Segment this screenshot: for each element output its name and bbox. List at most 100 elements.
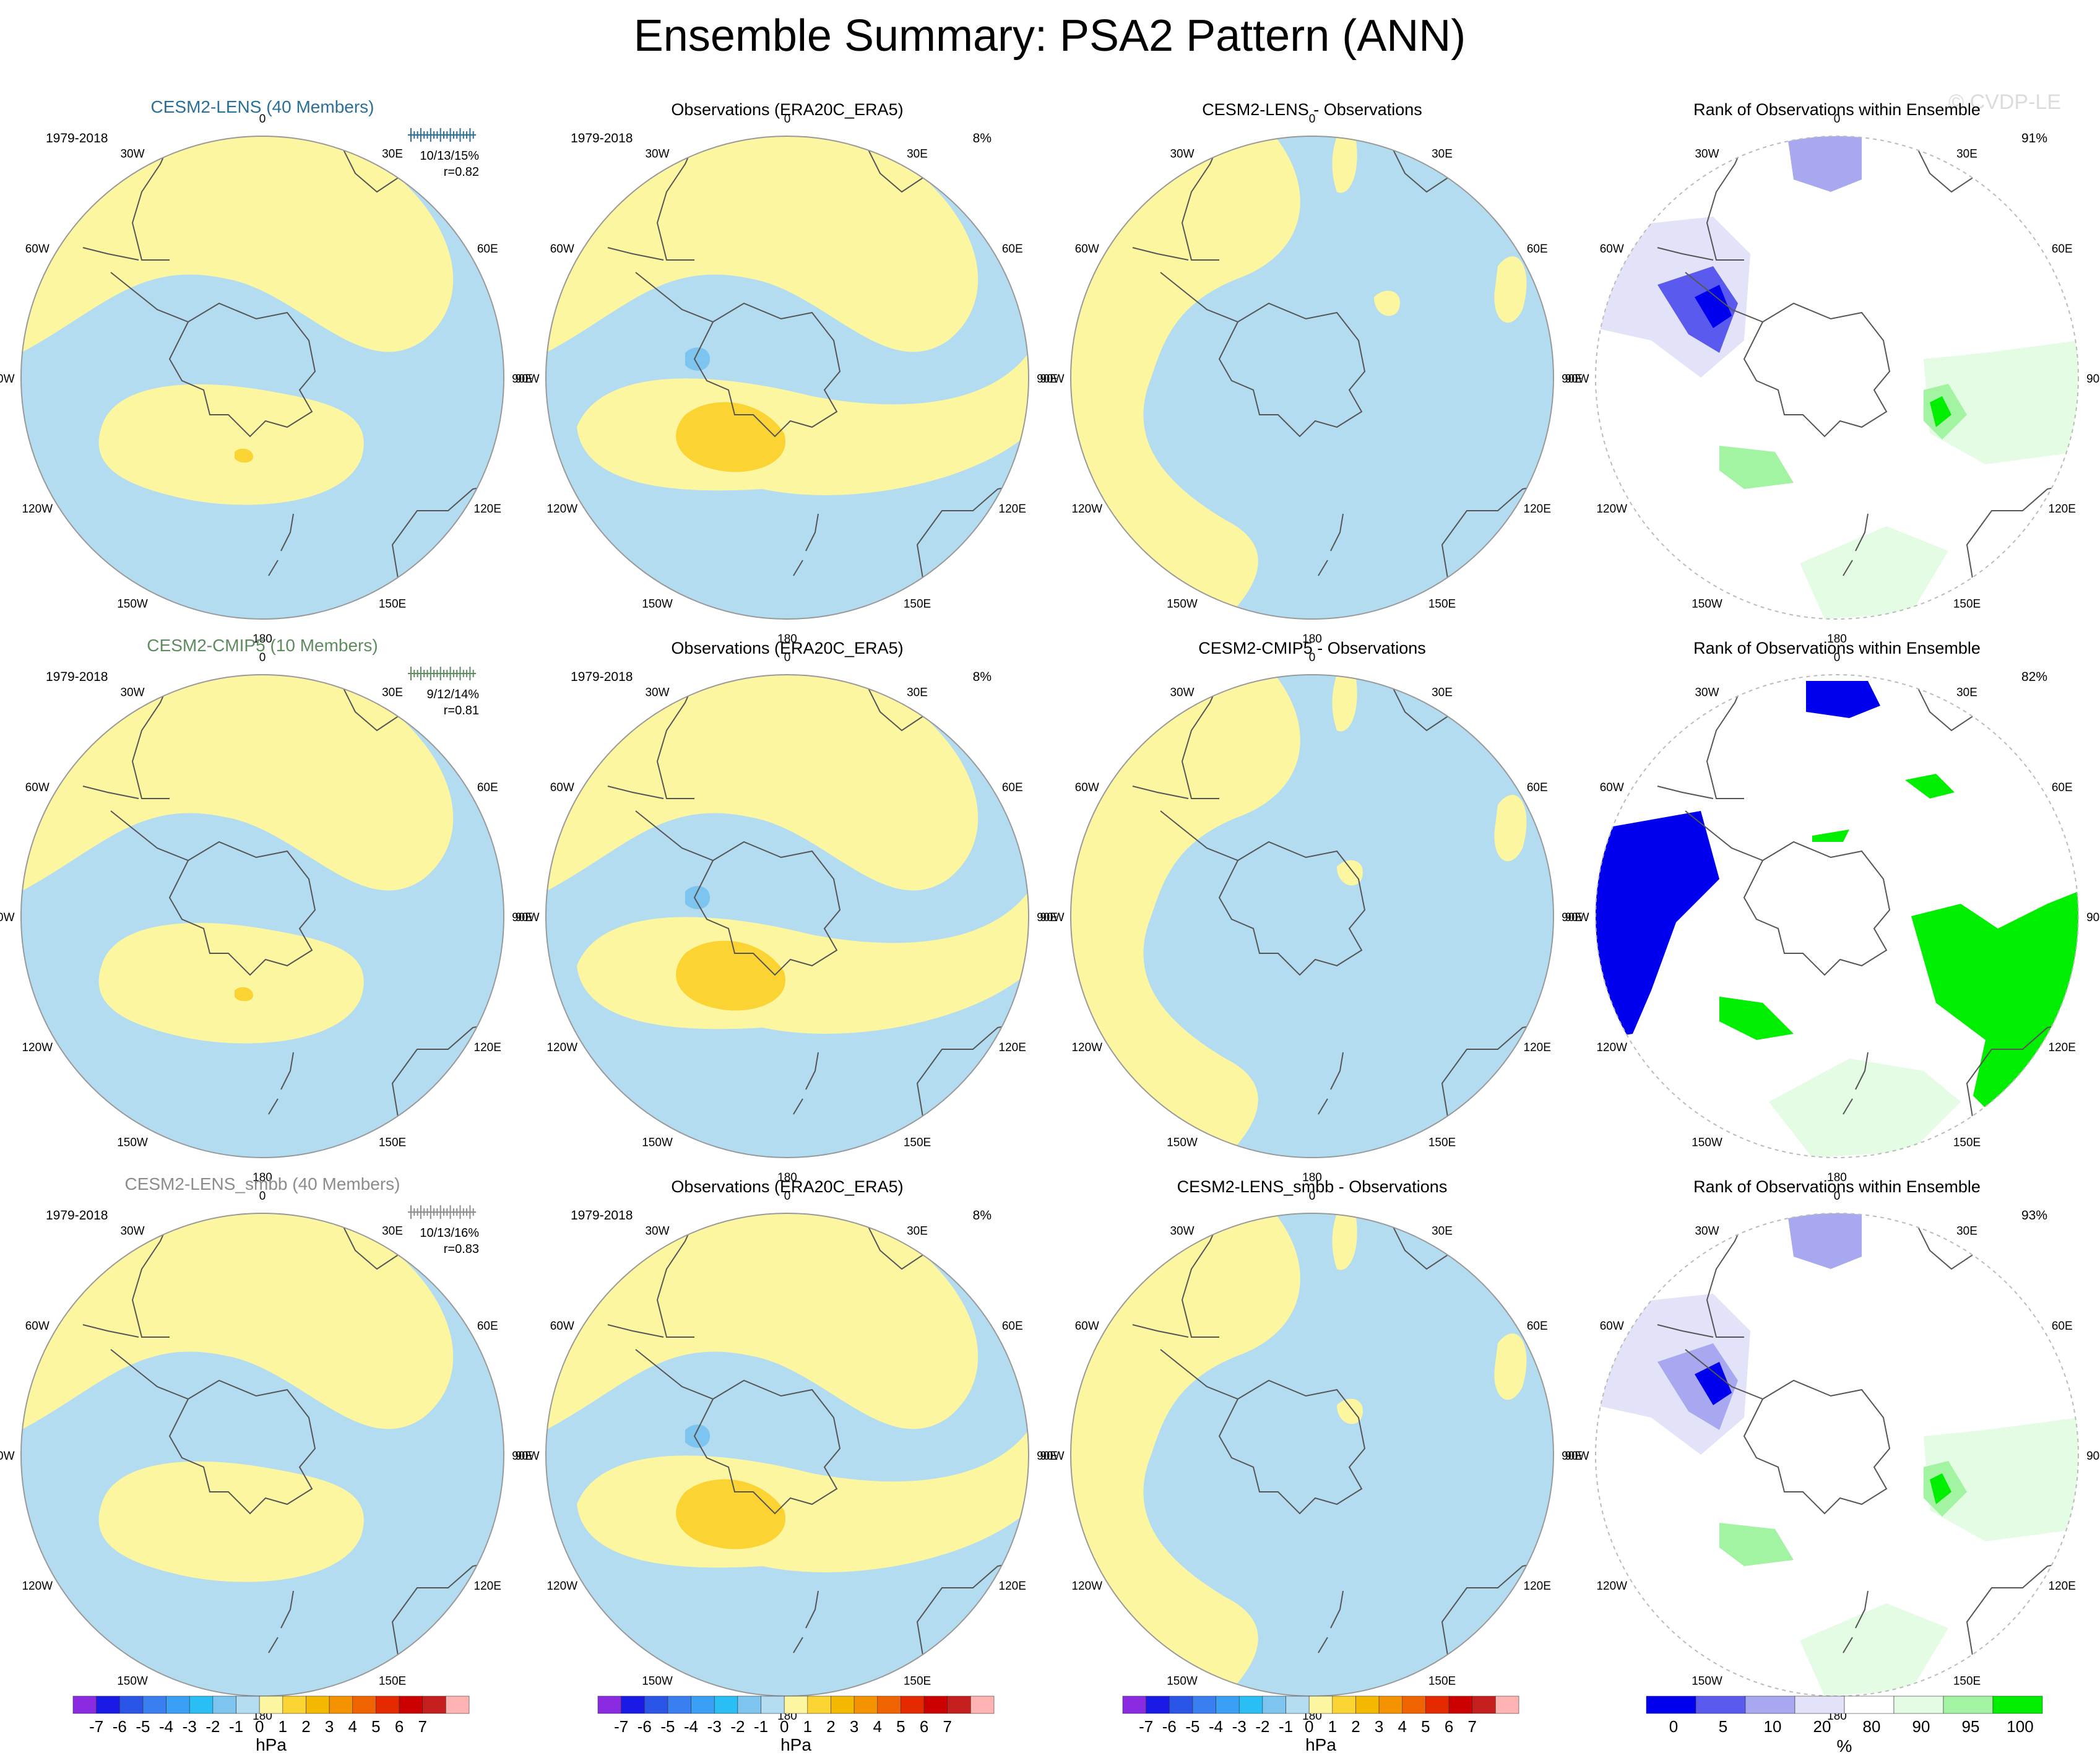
colorbar-tick-label: 0 — [780, 1717, 789, 1736]
strong-negative-anomaly-region — [685, 347, 710, 371]
longitude-label: 120W — [547, 1580, 577, 1593]
colorbar-swatch — [329, 1696, 353, 1714]
colorbar-swatch — [142, 1696, 166, 1714]
longitude-label: 90E — [1562, 911, 1583, 924]
longitude-label: 90W — [515, 373, 539, 386]
longitude-label: 60W — [550, 781, 574, 794]
longitude-label: 60W — [25, 1320, 50, 1333]
longitude-label: 150E — [904, 598, 931, 611]
longitude-label: 60E — [1527, 1320, 1548, 1333]
longitude-label: 30E — [1956, 686, 1977, 699]
map-field — [1596, 675, 2078, 1158]
longitude-label: 120E — [999, 503, 1026, 516]
member-tick-strip — [408, 667, 476, 680]
longitude-label: 0 — [1309, 1190, 1316, 1203]
colorbar-tick-label: 80 — [1863, 1717, 1881, 1736]
colorbar-tick-label: 0 — [1669, 1717, 1678, 1736]
colorbar-swatch — [1646, 1696, 1696, 1714]
longitude-label: 150W — [642, 1137, 673, 1150]
colorbar-swatch — [96, 1696, 120, 1714]
colorbar-tick-label: 1 — [1328, 1717, 1337, 1736]
longitude-label: 120E — [474, 503, 501, 516]
colorbar-tick-label: 0 — [255, 1717, 264, 1736]
longitude-label: 60E — [2052, 243, 2073, 256]
longitude-label: 120W — [22, 1580, 53, 1593]
colorbar-tick-label: 3 — [850, 1717, 858, 1736]
longitude-label: 30W — [120, 686, 144, 699]
longitude-label: 150E — [1428, 1675, 1456, 1688]
positive-anomaly-region — [1337, 860, 1363, 886]
longitude-label: 30W — [1170, 1224, 1194, 1237]
rank-high-region — [1719, 446, 1794, 489]
period-label: 1979-2018 — [46, 670, 108, 684]
longitude-label: 0 — [1834, 651, 1841, 664]
period-label: 1979-2018 — [571, 131, 633, 145]
rank-title: Rank of Observations within Ensemble — [1693, 1177, 1981, 1196]
colorbar-swatch — [282, 1696, 306, 1714]
longitude-label: 30E — [1432, 147, 1453, 160]
longitude-label: 90E — [1037, 373, 1058, 386]
longitude-label: 60E — [477, 781, 498, 794]
colorbar-swatch — [761, 1696, 785, 1714]
colorbar-tick-label: 10 — [1764, 1717, 1782, 1736]
longitude-label: 0 — [1834, 1190, 1841, 1203]
longitude-label: 150E — [379, 598, 406, 611]
map-panel: 030E60E90E120E150E180150W120W90W60W30WCE… — [1040, 1177, 1582, 1723]
longitude-label: 30E — [1432, 1224, 1453, 1237]
colorbar-tick-label: -1 — [229, 1717, 243, 1736]
longitude-label: 150E — [1953, 1675, 1981, 1688]
colorbar-tick-label: 3 — [325, 1717, 334, 1736]
stats-label: 9/12/14% — [426, 688, 479, 701]
longitude-label: 150E — [379, 1137, 406, 1150]
rank-low-region — [1806, 681, 1880, 718]
positive-anomaly-region — [1494, 1333, 1527, 1400]
longitude-label: 90W — [1040, 1450, 1064, 1463]
colorbar-swatch — [1844, 1696, 1895, 1714]
colorbar-swatch — [1794, 1696, 1845, 1714]
colorbar-swatch — [691, 1696, 715, 1714]
longitude-label: 90W — [1565, 911, 1589, 924]
longitude-label: 180 — [1302, 1171, 1322, 1184]
longitude-label: 90W — [0, 373, 15, 386]
longitude-label: 30W — [645, 1224, 669, 1237]
colorbar-tick-label: 5 — [371, 1717, 380, 1736]
colorbar-swatch — [1308, 1696, 1333, 1714]
longitude-label: 60W — [550, 1320, 574, 1333]
longitude-label: 120W — [22, 503, 53, 516]
colorbar-tick-label: -6 — [637, 1717, 652, 1736]
positive-anomaly-region — [1071, 136, 1300, 619]
map-boundary — [545, 136, 1029, 620]
colorbar-swatch — [597, 1696, 621, 1714]
colorbar-swatch — [831, 1696, 855, 1714]
positive-anomaly-region — [1337, 1398, 1363, 1424]
colorbar-tick-label: 5 — [1421, 1717, 1430, 1736]
colorbar-tick-label: -4 — [159, 1717, 173, 1736]
map-field — [546, 136, 1029, 619]
longitude-label: 90E — [512, 1450, 533, 1463]
longitude-label: 30W — [1170, 686, 1194, 699]
period-label: 1979-2018 — [46, 131, 108, 145]
longitude-label: 30E — [382, 1224, 403, 1237]
longitude-label: 60E — [1527, 781, 1548, 794]
colorbar-swatch — [877, 1696, 901, 1714]
rank-low-region — [1695, 285, 1732, 328]
colorbar-tick-label: 6 — [1445, 1717, 1453, 1736]
longitude-label: 180 — [1827, 633, 1847, 646]
rank-high-region — [1719, 1523, 1794, 1566]
colorbar-swatch — [714, 1696, 738, 1714]
longitude-label: 60W — [1075, 1320, 1099, 1333]
colorbar-tick-label: -2 — [205, 1717, 220, 1736]
map-field — [1071, 1213, 1553, 1696]
longitude-label: 60E — [1002, 1320, 1023, 1333]
positive-anomaly-region — [1332, 1213, 1357, 1270]
longitude-label: 0 — [1309, 113, 1316, 126]
colorbar-swatch — [306, 1696, 330, 1714]
rank-percent-label: 93% — [2021, 1208, 2047, 1223]
colorbar-swatch — [1495, 1696, 1519, 1714]
rank-high-region — [1930, 396, 1951, 427]
map-panel: 0 30E 60E 90E 120E 150E 180 150W 120W 90W 60W 30W Ob… — [515, 100, 1057, 646]
longitude-label: 0 — [784, 113, 791, 126]
longitude-label: 150E — [1953, 598, 1981, 611]
difference-title: CESM2-CMIP5 - Observations — [1198, 639, 1426, 657]
